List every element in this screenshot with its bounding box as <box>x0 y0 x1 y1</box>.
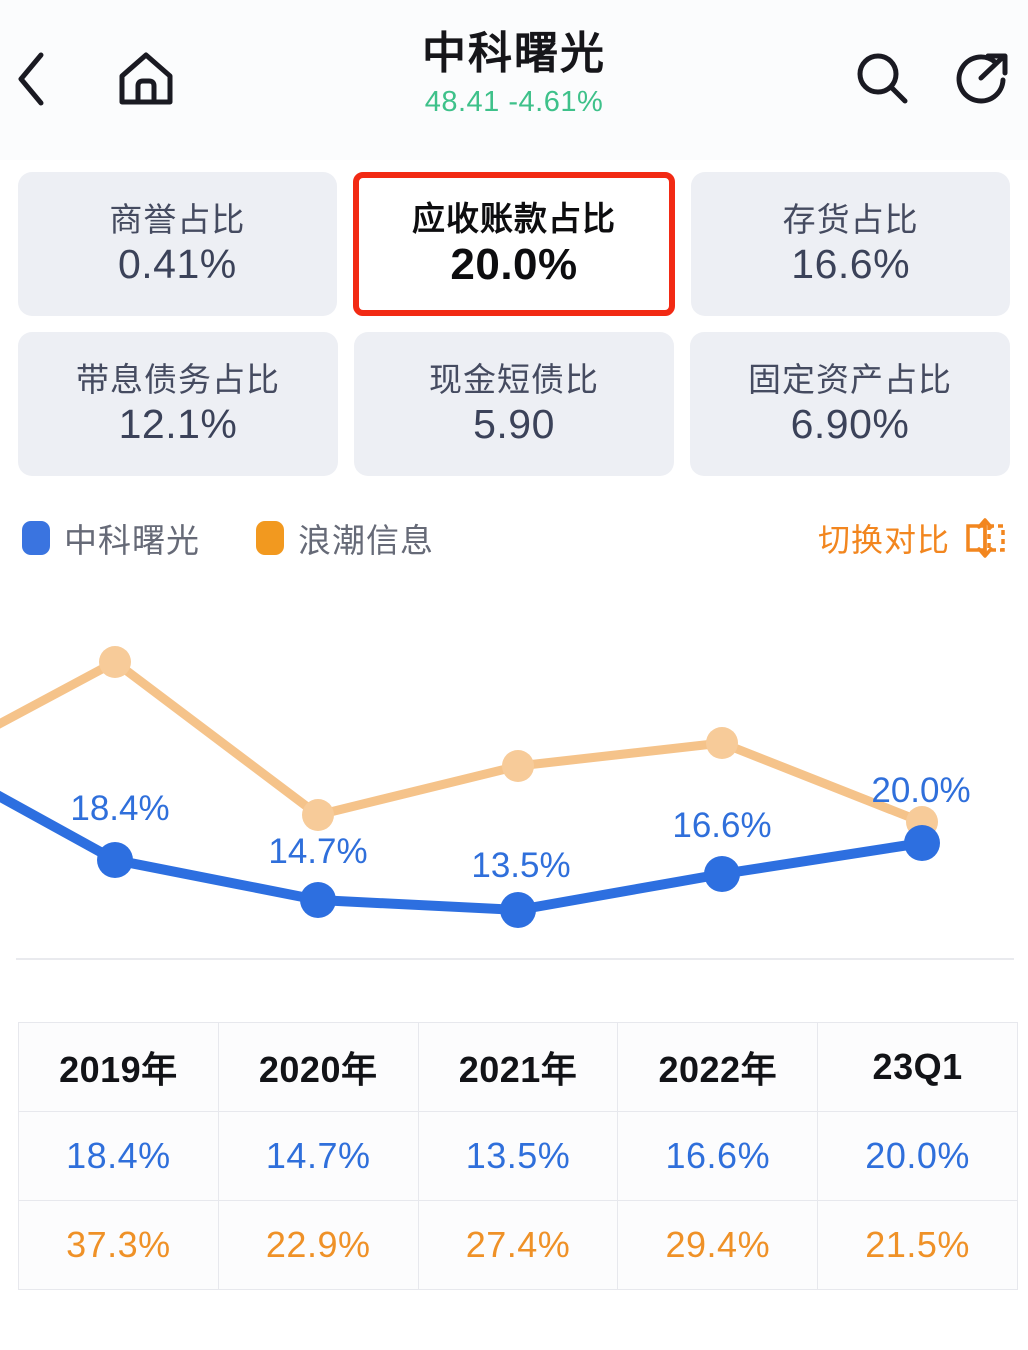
home-button[interactable] <box>110 46 182 112</box>
chevron-left-icon <box>18 52 44 106</box>
table-row: 37.3% 22.9% 27.4% 29.4% 21.5% <box>18 1200 1018 1290</box>
back-button[interactable] <box>2 48 58 110</box>
legend-label: 浪潮信息 <box>298 522 434 559</box>
series-line-compare <box>0 657 927 827</box>
point-label: 16.6% <box>672 806 771 845</box>
metric-value: 6.90% <box>790 401 910 447</box>
table-cell: 21.5% <box>817 1200 1018 1290</box>
legend-item-compare[interactable]: 浪潮信息 <box>256 514 434 562</box>
point-label: 13.5% <box>471 846 570 885</box>
table-cell: 13.5% <box>417 1111 619 1201</box>
metric-card-interest-debt[interactable]: 带息债务占比 12.1% <box>18 332 338 476</box>
table-cell: 14.7% <box>217 1111 419 1201</box>
metric-card-row: 带息债务占比 12.1% 现金短债比 5.90 固定资产占比 6.90% <box>18 332 1010 476</box>
switch-compare-label: 切换对比 <box>817 522 950 558</box>
point-label: 14.7% <box>268 832 367 871</box>
metric-value: 16.6% <box>791 241 911 287</box>
metric-label: 商誉占比 <box>109 201 246 238</box>
data-table: 2019年 2020年 2021年 2022年 23Q1 18.4% 14.7%… <box>18 1022 1018 1290</box>
metric-label: 现金短债比 <box>429 361 599 398</box>
table-header-cell: 2021年 <box>417 1022 619 1112</box>
search-icon <box>857 53 908 104</box>
compare-switch-icon <box>966 518 1005 558</box>
table-cell: 37.3% <box>18 1200 219 1290</box>
metric-card-receivables[interactable]: 应收账款占比 20.0% <box>352 172 676 316</box>
table-cell: 27.4% <box>417 1200 619 1290</box>
series-points-primary <box>97 825 940 928</box>
table-cell: 18.4% <box>18 1111 219 1201</box>
table-header-cell: 2022年 <box>617 1022 819 1112</box>
metric-label: 带息债务占比 <box>76 361 280 398</box>
metric-value: 20.0% <box>450 239 578 289</box>
legend-item-primary[interactable]: 中科曙光 <box>22 514 200 562</box>
series-value-labels: 18.4% 14.7% 13.5% 16.6% 20.0% <box>70 771 970 885</box>
metric-card-fixed-assets[interactable]: 固定资产占比 6.90% <box>690 332 1010 476</box>
home-icon <box>119 52 173 105</box>
metric-card-goodwill[interactable]: 商誉占比 0.41% <box>18 172 337 316</box>
line-chart: 18.4% 14.7% 13.5% 16.6% 20.0% <box>0 580 1028 960</box>
metric-value: 5.90 <box>473 401 555 447</box>
metric-label: 应收账款占比 <box>412 199 616 237</box>
point-label: 18.4% <box>70 789 169 828</box>
table-header-cell: 2020年 <box>217 1022 419 1112</box>
app-header: 中科曙光 48.41 -4.61% <box>0 0 1028 160</box>
line-chart-canvas: 18.4% 14.7% 13.5% 16.6% 20.0% <box>0 646 971 928</box>
metric-label: 存货占比 <box>782 201 919 238</box>
metric-card-row: 商誉占比 0.41% 应收账款占比 20.0% 存货占比 16.6% <box>18 172 1011 316</box>
metric-card-inventory[interactable]: 存货占比 16.6% <box>691 172 1011 316</box>
chart-legend: 中科曙光 浪潮信息 切换对比 <box>0 502 1028 574</box>
metric-value: 0.41% <box>117 241 237 287</box>
metric-card-grid: 商誉占比 0.41% 应收账款占比 20.0% 存货占比 16.6% 带息债务占… <box>0 160 1028 476</box>
table-cell: 20.0% <box>817 1111 1018 1201</box>
table-header-cell: 23Q1 <box>817 1022 1018 1112</box>
share-button[interactable] <box>944 42 1020 116</box>
metric-value: 12.1% <box>118 401 238 447</box>
data-table-wrapper: 2019年 2020年 2021年 2022年 23Q1 18.4% 14.7%… <box>18 1022 1018 1290</box>
series-line-primary <box>0 790 927 915</box>
table-cell: 22.9% <box>217 1200 419 1290</box>
switch-compare-button[interactable]: 切换对比 <box>818 515 1006 561</box>
search-button[interactable] <box>846 44 918 114</box>
metric-card-cash-short-debt[interactable]: 现金短债比 5.90 <box>354 332 674 476</box>
table-header-cell: 2019年 <box>18 1022 219 1112</box>
share-icon <box>956 53 1008 104</box>
table-header-row: 2019年 2020年 2021年 2022年 23Q1 <box>18 1022 1018 1112</box>
legend-swatch-icon <box>22 521 50 555</box>
legend-label: 中科曙光 <box>64 522 200 559</box>
metric-label: 固定资产占比 <box>748 361 952 398</box>
table-cell: 29.4% <box>617 1200 819 1290</box>
chart-baseline <box>16 958 1014 960</box>
legend-swatch-icon <box>256 521 284 555</box>
point-label: 20.0% <box>871 771 970 810</box>
table-row: 18.4% 14.7% 13.5% 16.6% 20.0% <box>18 1111 1018 1201</box>
table-cell: 16.6% <box>617 1111 819 1201</box>
